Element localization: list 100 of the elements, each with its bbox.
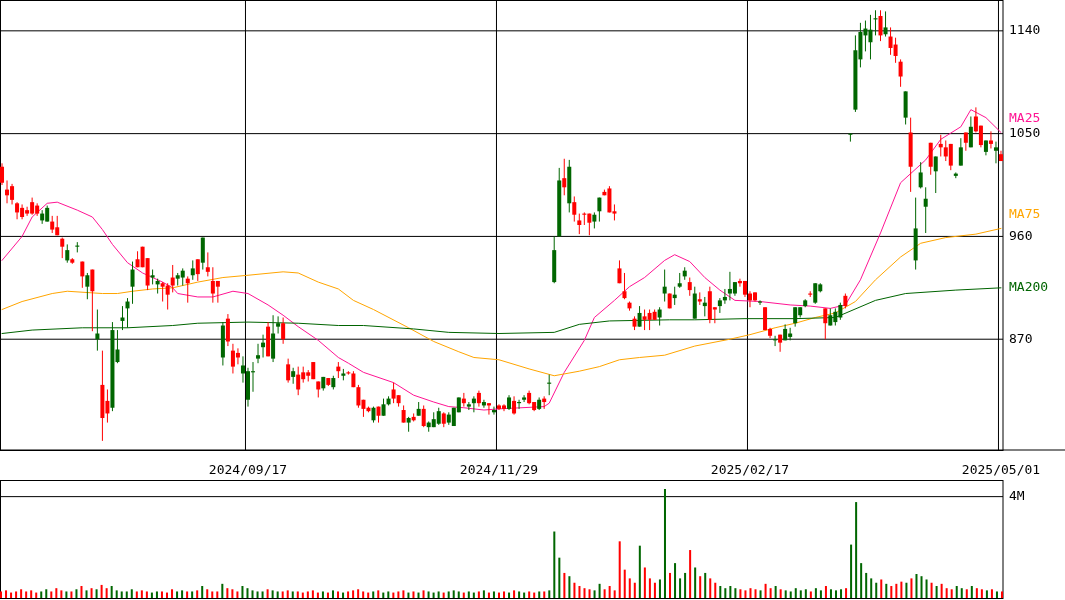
bar	[684, 572, 687, 598]
bar	[226, 588, 229, 598]
bar	[452, 590, 455, 598]
candlestick	[421, 404, 426, 428]
bar	[970, 586, 973, 598]
bar	[397, 591, 400, 598]
bar	[759, 590, 762, 598]
bar	[729, 586, 732, 598]
bar	[442, 592, 445, 598]
bar	[206, 589, 209, 598]
x-tick-label: 2024/09/17	[208, 461, 288, 477]
bar	[45, 589, 48, 598]
bar	[784, 590, 787, 598]
bar	[201, 586, 204, 598]
bar	[377, 590, 380, 598]
bar	[306, 591, 309, 598]
bar	[301, 592, 304, 598]
bar	[100, 584, 103, 598]
bar	[357, 589, 360, 598]
candlestick	[512, 395, 517, 416]
bar	[347, 591, 350, 598]
bar	[769, 588, 772, 598]
bar	[487, 592, 490, 598]
bar	[10, 592, 13, 598]
bar	[1000, 591, 1003, 598]
bar	[362, 591, 365, 598]
bar	[950, 589, 953, 598]
bar	[880, 579, 883, 598]
bar	[35, 592, 38, 598]
bar	[15, 591, 18, 598]
bar	[669, 572, 672, 598]
bar	[548, 590, 551, 598]
bar	[613, 590, 616, 598]
bar	[492, 591, 495, 598]
bar	[508, 592, 511, 598]
bar	[608, 586, 611, 598]
bar	[809, 591, 812, 598]
candlestick	[928, 142, 933, 176]
bar	[875, 582, 878, 598]
candlestick	[948, 143, 953, 171]
bar	[477, 591, 480, 598]
bar	[719, 586, 722, 598]
bar	[855, 502, 858, 598]
bar	[95, 589, 98, 598]
bar	[623, 569, 626, 598]
candlestick	[225, 313, 230, 347]
candlestick	[205, 251, 210, 277]
candlestick	[893, 37, 898, 64]
bar	[749, 588, 752, 598]
bar	[588, 589, 591, 598]
bar	[865, 572, 868, 598]
series-label: MA25	[1009, 109, 1041, 125]
bar	[231, 589, 234, 598]
bar	[653, 582, 656, 598]
bar	[296, 591, 299, 598]
bar	[985, 590, 988, 598]
bar	[40, 591, 43, 598]
candlestick	[898, 58, 903, 88]
bar	[910, 578, 913, 598]
candlestick	[195, 258, 200, 282]
bar	[503, 591, 506, 598]
bar	[975, 588, 978, 598]
candlestick	[717, 297, 722, 314]
bar	[60, 590, 63, 598]
bar	[674, 563, 677, 598]
bar	[110, 586, 113, 598]
bar	[140, 590, 143, 598]
bar	[744, 590, 747, 598]
bar	[75, 589, 78, 598]
candlestick	[878, 9, 883, 42]
candlestick	[562, 158, 567, 196]
bar	[472, 592, 475, 598]
ref-line-label: 4M	[1009, 488, 1025, 504]
bar	[553, 531, 556, 598]
bar	[221, 583, 224, 598]
bar	[870, 578, 873, 598]
bar	[965, 589, 968, 598]
candlestick	[923, 186, 928, 234]
bar	[980, 589, 983, 598]
bar	[432, 592, 435, 598]
bar	[422, 590, 425, 598]
candlestick	[0, 162, 5, 186]
candlestick	[988, 130, 993, 149]
bar	[291, 591, 294, 598]
bar	[316, 592, 319, 598]
candlestick	[130, 261, 135, 305]
y-tick-label: 1140	[1009, 22, 1041, 38]
candlestick	[963, 131, 968, 152]
bar	[90, 588, 93, 598]
candlestick	[572, 195, 577, 223]
candlestick	[165, 282, 170, 311]
candlestick	[90, 269, 95, 332]
bar	[819, 590, 822, 598]
bar	[764, 583, 767, 598]
bar	[945, 588, 948, 598]
bar	[699, 576, 702, 598]
bar	[789, 591, 792, 598]
bar	[497, 592, 500, 598]
bar	[266, 589, 269, 598]
bar	[774, 586, 777, 598]
